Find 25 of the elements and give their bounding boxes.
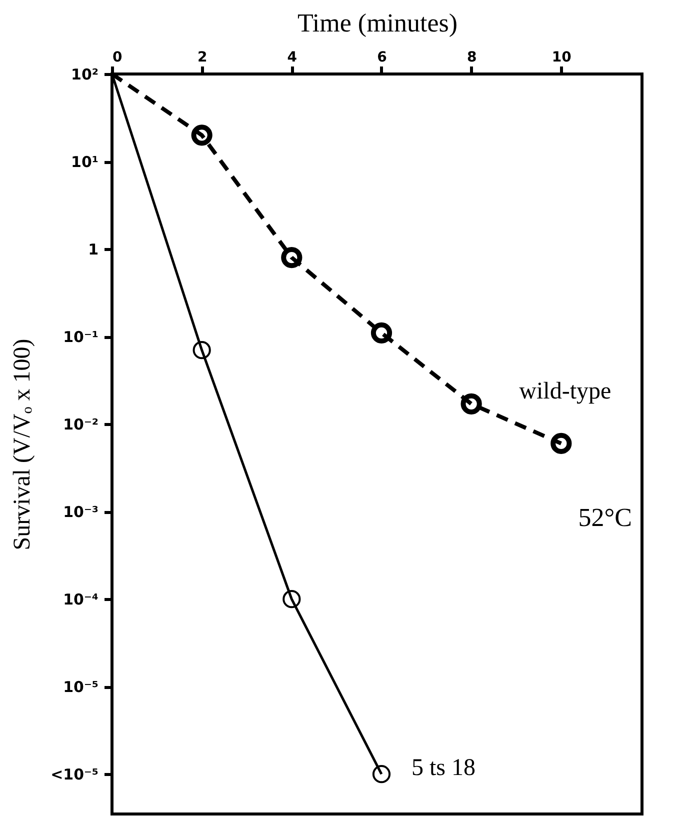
x-tick-label: 0	[112, 50, 122, 66]
point	[460, 393, 482, 414]
series-label: 5 ts 18	[411, 755, 476, 782]
point	[191, 124, 212, 146]
annotation: 52°C	[578, 503, 632, 532]
y-tick-label: <10⁻⁵	[50, 766, 98, 784]
series-label: wild-type	[519, 378, 612, 404]
point	[370, 322, 392, 344]
x-tick-label: 10	[552, 50, 572, 66]
y-tick-label: 10¹	[71, 153, 98, 172]
x-tick-label: 6	[377, 50, 387, 66]
x-tick-label: 2	[197, 50, 208, 66]
y-tick-label: 10⁻¹	[63, 328, 98, 346]
x-axis-title: Time (minutes)	[297, 8, 458, 38]
y-tick-label: 10²	[71, 66, 98, 84]
y-tick-label: 10⁻³	[63, 503, 98, 522]
y-tick-label: 10⁻⁴	[63, 590, 98, 609]
y-tick-label: 1	[88, 240, 98, 259]
x-tick-label: 4	[287, 50, 298, 66]
x-tick-label: 8	[466, 50, 477, 66]
y-tick-label: 10⁻²	[63, 416, 98, 434]
y-axis-title: Survival (V/Vₒ x 100)	[10, 338, 36, 550]
point	[550, 432, 572, 454]
point	[281, 246, 302, 268]
y-tick-label: 10⁻⁵	[63, 678, 98, 696]
